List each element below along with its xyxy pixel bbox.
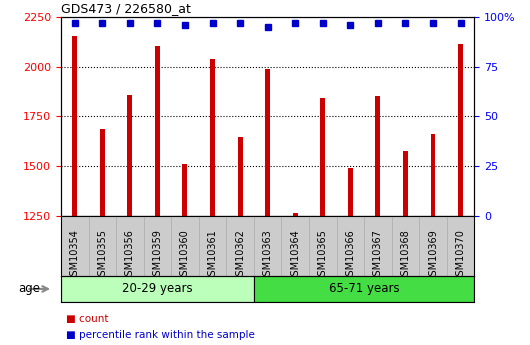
Bar (100, 129, 105, 216)
Bar (458, 44, 463, 216)
Bar (127, 95, 132, 216)
Bar (155, 46, 160, 216)
Text: ■ count: ■ count (66, 314, 109, 324)
Bar (403, 151, 408, 216)
Bar (237, 137, 243, 216)
Text: 65-71 years: 65-71 years (329, 283, 400, 295)
Bar (72, 36, 77, 216)
Text: 20-29 years: 20-29 years (122, 283, 193, 295)
Text: age: age (19, 283, 41, 295)
Bar (348, 168, 353, 216)
Bar (375, 96, 381, 216)
Bar (265, 69, 270, 216)
Bar (430, 134, 436, 216)
Bar (254, 276, 474, 302)
Bar (182, 164, 188, 216)
Bar (293, 213, 298, 216)
Bar (210, 59, 215, 216)
Bar (320, 98, 325, 216)
Text: GDS473 / 226580_at: GDS473 / 226580_at (61, 2, 191, 15)
Bar (61, 276, 254, 302)
Text: ■ percentile rank within the sample: ■ percentile rank within the sample (66, 330, 255, 339)
